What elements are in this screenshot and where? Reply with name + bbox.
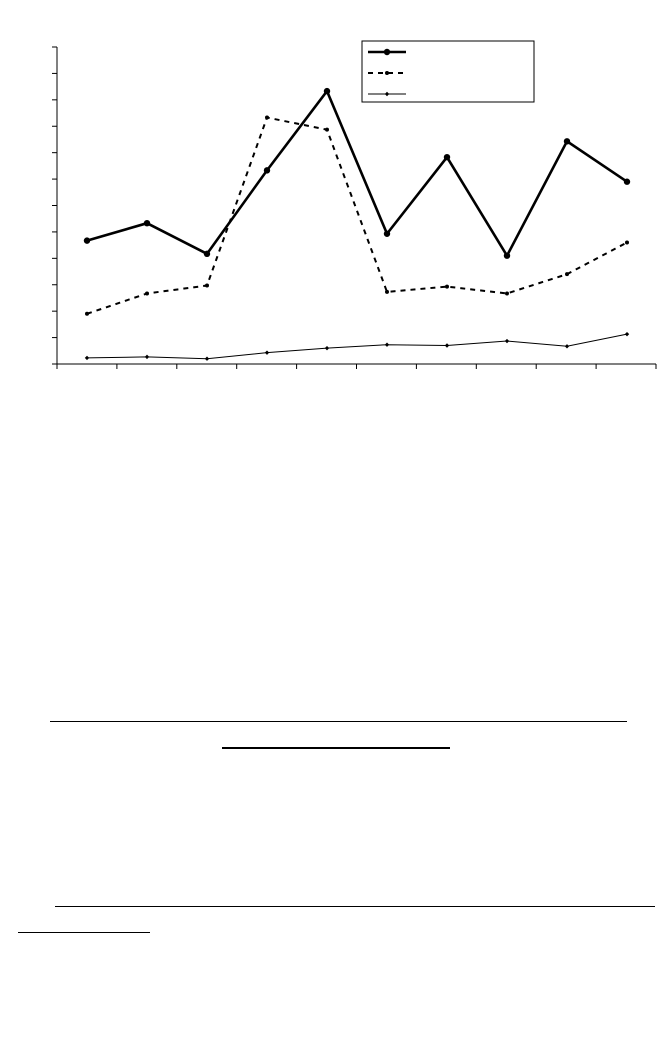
series-3-point [384,342,390,347]
series-2-point [625,240,629,245]
series-3-point [444,343,450,348]
series-3-point [204,356,210,361]
series-3-point [144,354,150,360]
series-1-point [323,87,331,95]
x-axis [56,363,657,369]
series-2-point [445,284,449,289]
series-1-line [86,88,628,259]
series-3-point [84,355,90,361]
series-2-point [85,311,89,316]
legend-marker-2 [385,71,389,75]
series-1-point [83,237,91,244]
series-3-point [504,338,510,344]
y-axis [52,46,58,365]
series-2-line [86,116,628,315]
legend-marker-3 [384,91,390,97]
series-2-point [325,127,329,132]
series-2-point [265,115,269,120]
series-1-point [563,138,571,145]
series-2-point [565,272,569,277]
series-3-point [564,344,570,349]
series-3-point [624,331,630,337]
series-3-point [264,350,270,355]
series-1-point [383,230,391,237]
footnote-separator [55,906,655,907]
legend-marker-1 [383,48,391,56]
footnote-rule [18,932,150,933]
series-2-point [505,291,509,296]
series-1-point [623,178,631,185]
series-1-point [503,252,511,259]
series-3-line [86,333,628,360]
series-2-point [205,283,209,288]
heading-underline [222,747,450,749]
series-2-point [145,291,149,296]
series-1-point [263,167,271,174]
series-1-point [203,250,211,258]
series-1-point [143,219,151,227]
line-chart [52,40,657,369]
series-3-point [324,345,330,351]
legend [361,40,535,103]
series-layer [83,87,631,361]
horizontal-rule [50,721,627,722]
series-1-point [443,153,451,161]
series-2-point [385,289,389,294]
